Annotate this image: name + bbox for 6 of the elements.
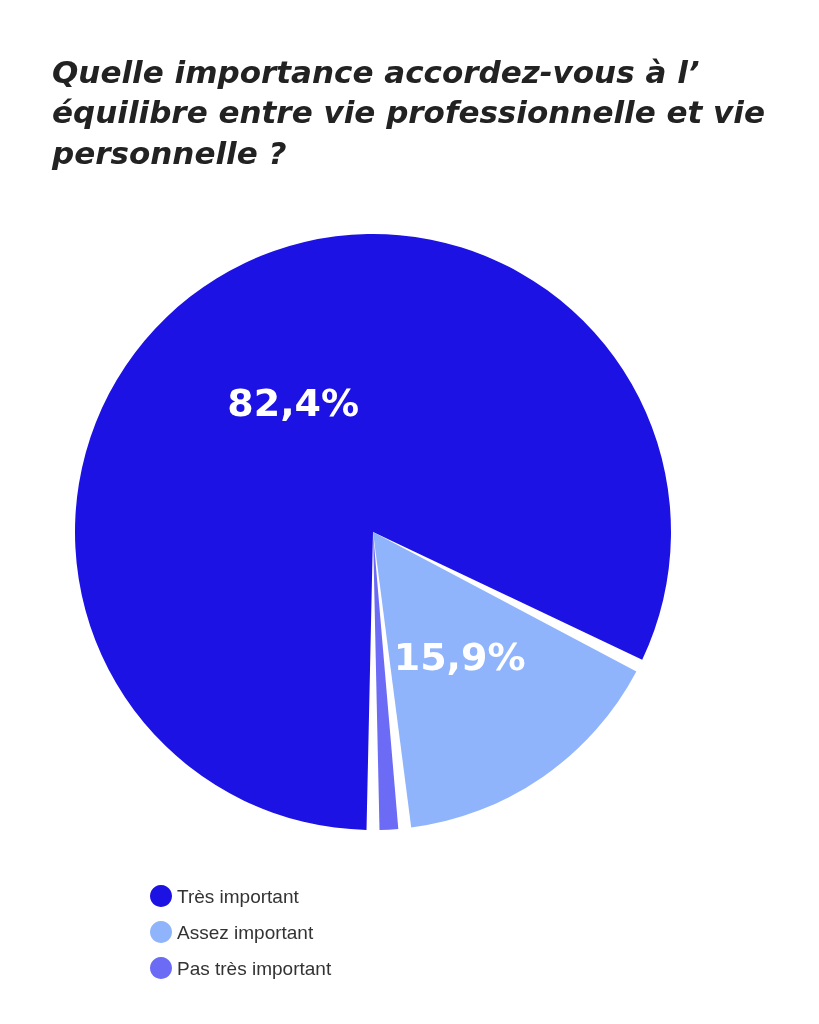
data-label: 15,9% <box>393 634 526 679</box>
legend-label: Assez important <box>177 921 314 943</box>
data-label: 82,4% <box>227 380 360 425</box>
legend-label: Pas très important <box>177 957 332 979</box>
chart-title: Quelle importance accordez-vous à l’ équilibre entre vie professionnelle et vie personnelle ? <box>52 53 766 173</box>
legend-label: Très important <box>177 885 300 907</box>
